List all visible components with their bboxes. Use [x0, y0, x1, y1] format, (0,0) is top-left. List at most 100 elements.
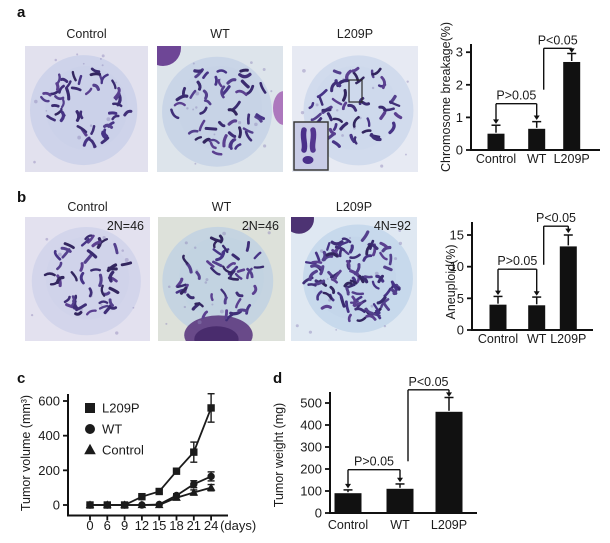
y-tick-label: 3	[456, 45, 463, 60]
chromosome	[310, 112, 322, 122]
x-tick-label: 24	[204, 518, 218, 533]
chromosome	[380, 75, 386, 90]
cell-body-inner	[45, 236, 130, 320]
chromosome	[349, 279, 358, 285]
chromosome	[60, 98, 65, 109]
category-label: Control	[478, 332, 518, 346]
chromosome	[194, 136, 203, 141]
y-tick-label: 1	[456, 110, 463, 125]
chromosome	[210, 293, 214, 302]
micrograph-image	[158, 217, 285, 341]
chromosome	[347, 313, 352, 323]
chromosome	[86, 234, 95, 244]
chromosome	[212, 248, 224, 257]
chromosome	[175, 94, 189, 102]
debris-speck	[371, 86, 375, 90]
micrograph-b-control: 2N=46	[25, 217, 150, 341]
debris-speck	[106, 117, 111, 122]
chromosome	[84, 87, 93, 96]
chromosome	[382, 302, 391, 311]
chromosome	[103, 123, 114, 129]
chromosome	[87, 137, 97, 148]
chart-aneuploid: 0 5 10 15 Control WT L209P Aneuploid(%) P>0.05 P<…	[440, 186, 610, 366]
chromosome	[223, 296, 228, 305]
micrograph-title-a-control: Control	[66, 27, 107, 41]
data-point-Control	[120, 500, 129, 509]
debris-speck	[192, 108, 195, 111]
bar-WT	[386, 488, 414, 513]
chromosome	[194, 302, 204, 308]
chromosome	[97, 238, 109, 247]
chromosome	[209, 141, 217, 150]
chromosome	[371, 280, 380, 290]
chromosome	[54, 110, 62, 116]
chromosome	[79, 262, 84, 272]
chromosome	[217, 120, 226, 128]
y-tick-label: 400	[38, 428, 60, 443]
chromosome	[65, 303, 74, 309]
debris-speck	[186, 107, 189, 110]
chromosome	[351, 66, 360, 73]
chromosome	[181, 86, 187, 96]
chromosome	[337, 240, 349, 248]
chromosome	[332, 69, 342, 75]
chromosome	[337, 291, 343, 301]
debris-speck	[247, 227, 251, 231]
category-label: WT	[527, 152, 547, 166]
debris-speck	[219, 309, 224, 314]
debris-speck	[121, 249, 124, 252]
annotation-arrow	[446, 392, 452, 397]
debris-speck	[211, 303, 214, 306]
chromosome	[343, 281, 353, 288]
chromosome	[222, 265, 233, 274]
chromosome	[56, 261, 63, 271]
panel-c-label: c	[17, 370, 26, 387]
bar-L209P	[559, 246, 577, 330]
micrograph-title-a-l209p: L209P	[336, 27, 374, 41]
chromosome	[40, 95, 50, 103]
broken-chromosome	[309, 127, 317, 153]
y-tick-label: 400	[300, 418, 322, 433]
chromosome	[345, 259, 351, 269]
x-tick-label: 18	[169, 518, 183, 533]
debris-speck	[192, 62, 195, 65]
chromosome	[63, 295, 71, 304]
chromosome	[333, 269, 342, 279]
chromosome	[196, 80, 202, 91]
chromosome	[377, 274, 384, 284]
debris-speck	[77, 135, 82, 140]
category-label: L209P	[554, 152, 590, 166]
chromosome	[176, 283, 187, 289]
chromosome	[378, 105, 387, 112]
chromosome	[330, 240, 344, 246]
debris-speck	[302, 68, 306, 73]
category-label: WT	[390, 518, 410, 532]
debris-speck	[213, 133, 216, 136]
chromosome	[195, 270, 201, 280]
chromosome	[218, 234, 224, 244]
debris-speck	[124, 258, 129, 262]
debris-speck	[262, 68, 266, 71]
y-tick-label: 600	[38, 394, 60, 409]
chart-tumor-volume: 0 200 400 600 0 6 9 12 15 18 21 24 (days) Tumor volum…	[14, 372, 300, 543]
debris-speck	[101, 64, 104, 67]
x-tick-label: 15	[152, 518, 166, 533]
chart-chromosome-breakage: 0 1 2 3 Control WT L209P Chromosome breakage(%)…	[439, 2, 610, 184]
chromosome	[227, 108, 238, 116]
debris-speck	[393, 257, 398, 261]
annotation-arrow	[493, 119, 499, 124]
chromosome	[175, 277, 184, 288]
ploidy-label: 4N=92	[373, 219, 411, 233]
chromosome	[76, 125, 88, 134]
chromosome	[320, 304, 332, 310]
chromosome	[368, 239, 375, 250]
chromosome	[388, 253, 393, 266]
y-tick-label: 0	[456, 143, 463, 158]
chromosome	[111, 79, 117, 90]
legend-marker-Control	[84, 443, 96, 455]
chromosome	[229, 310, 242, 316]
cell-body-inner	[45, 66, 128, 150]
chromosome	[245, 240, 251, 252]
chromosome	[334, 245, 346, 252]
